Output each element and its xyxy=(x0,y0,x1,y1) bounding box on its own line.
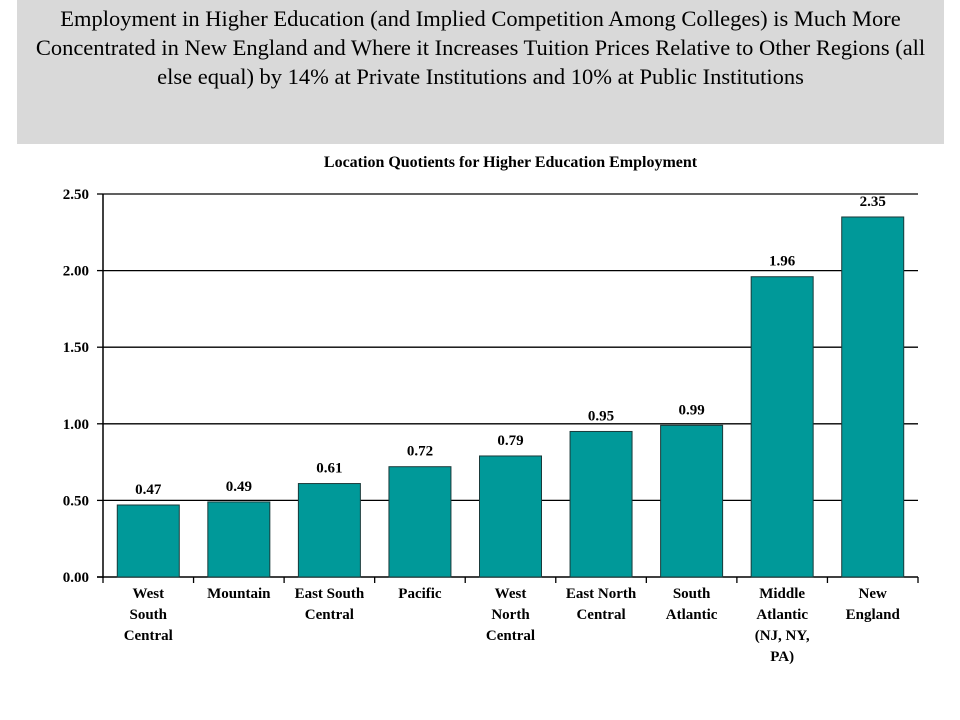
data-label: 0.49 xyxy=(226,479,252,495)
y-tick-label: 0.50 xyxy=(63,493,89,509)
bar xyxy=(207,501,271,578)
data-label: 0.95 xyxy=(588,408,614,424)
x-tick-label: Central xyxy=(124,628,173,644)
y-tick-label: 2.50 xyxy=(63,187,89,203)
x-tick-label: East South xyxy=(295,586,365,602)
bar xyxy=(660,424,724,578)
y-tick-label: 0.00 xyxy=(63,570,89,586)
y-tick-label: 1.00 xyxy=(63,417,89,433)
data-label: 0.61 xyxy=(316,461,342,477)
x-tick-label: Central xyxy=(486,628,535,644)
x-tick-label: North xyxy=(491,607,530,623)
x-tick-label: Central xyxy=(305,607,354,623)
x-tick-label: South xyxy=(130,607,168,623)
bar xyxy=(388,466,452,578)
x-tick-label: Mountain xyxy=(207,586,271,602)
data-label: 0.47 xyxy=(135,482,162,498)
x-tick-label: East North xyxy=(566,586,637,602)
bar xyxy=(116,504,180,578)
data-label: 1.96 xyxy=(769,254,796,270)
data-label: 0.79 xyxy=(497,433,523,449)
x-tick-label: England xyxy=(846,607,901,623)
data-label: 0.99 xyxy=(678,402,704,418)
x-tick-label: Pacific xyxy=(398,586,442,602)
chart-title: Location Quotients for Higher Education … xyxy=(323,154,698,171)
bar xyxy=(297,483,361,578)
y-tick-label: 1.50 xyxy=(63,340,89,356)
slide-title: Employment in Higher Education (and Impl… xyxy=(17,0,944,144)
x-tick-label: New xyxy=(859,586,887,602)
bar xyxy=(841,216,905,578)
x-tick-label: Atlantic xyxy=(756,607,808,623)
y-tick-label: 2.00 xyxy=(63,264,89,280)
data-label: 2.35 xyxy=(860,194,886,210)
x-tick-label: Atlantic xyxy=(666,607,718,623)
x-tick-label: Middle xyxy=(759,586,805,602)
x-tick-label: West xyxy=(495,586,527,602)
bar xyxy=(479,455,542,578)
x-tick-label: West xyxy=(132,586,164,602)
data-label: 0.72 xyxy=(407,444,433,460)
bar xyxy=(569,430,633,578)
x-tick-label: Central xyxy=(576,607,625,623)
bar xyxy=(750,276,814,578)
x-tick-label: (NJ, NY, xyxy=(755,628,810,644)
x-tick-label: South xyxy=(673,586,711,602)
x-tick-label: PA) xyxy=(770,649,794,665)
